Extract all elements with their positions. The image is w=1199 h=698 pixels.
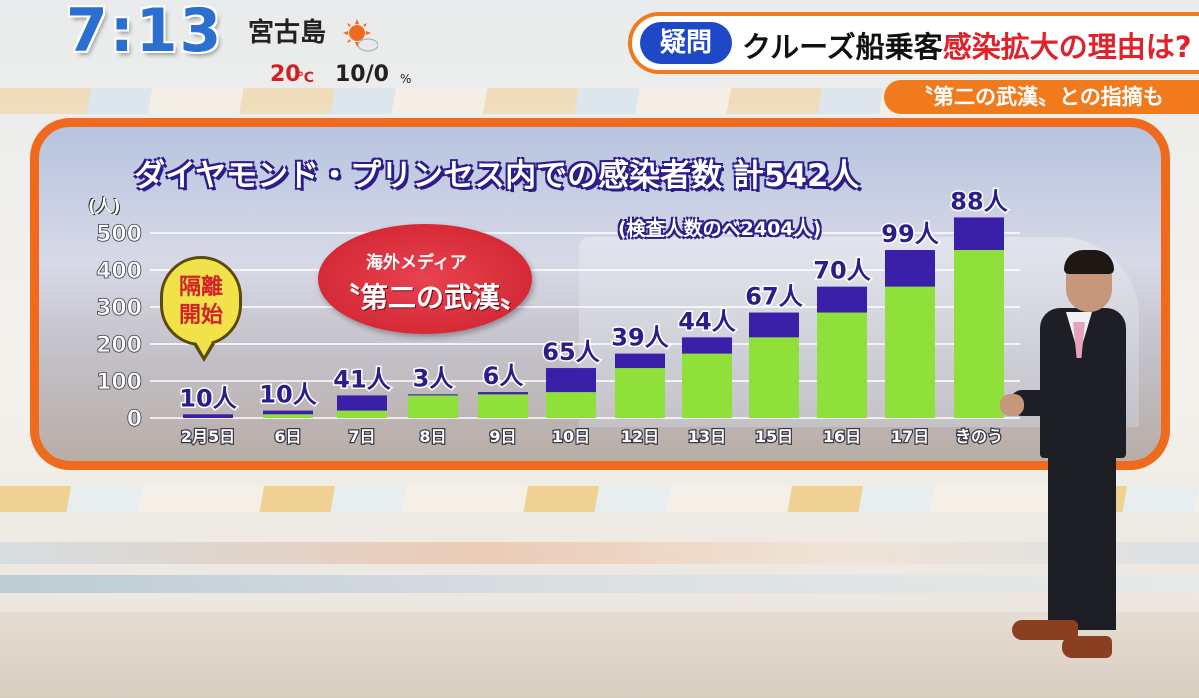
x-tick-label: 9日 bbox=[489, 427, 516, 446]
studio-floor bbox=[0, 612, 1199, 698]
x-tick-label: 7日 bbox=[348, 427, 375, 446]
bar-new-cases bbox=[954, 217, 1004, 251]
headline-banner: 疑問 クルーズ船乗客感染拡大の理由は? bbox=[628, 12, 1199, 74]
bar-cumulative bbox=[408, 395, 458, 418]
weather-place: 宮古島 bbox=[248, 18, 327, 48]
headline-text-highlight: 感染拡大の理由は? bbox=[942, 30, 1192, 64]
bar-new-cases bbox=[478, 392, 528, 395]
chart-subtitle: (検査人数のべ2404人) bbox=[618, 218, 822, 240]
bubble-text-line: 隔離 bbox=[178, 275, 223, 300]
data-label: 70人 bbox=[813, 257, 870, 285]
bar-cumulative bbox=[478, 394, 528, 418]
data-label: 65人 bbox=[542, 338, 599, 366]
x-tick-label: きのう bbox=[955, 427, 1003, 446]
bar-new-cases bbox=[263, 410, 313, 415]
headline-text: クルーズ船乗客感染拡大の理由は? bbox=[742, 24, 1192, 66]
x-tick-label: 17日 bbox=[891, 427, 929, 446]
bar-cumulative bbox=[749, 337, 799, 418]
bar-cumulative bbox=[682, 353, 732, 418]
x-tick-label: 2月5日 bbox=[181, 427, 235, 446]
bar-new-cases bbox=[749, 312, 799, 338]
bubble-text-line: 開始 bbox=[178, 303, 223, 328]
data-label: 44人 bbox=[678, 307, 735, 335]
bar-cumulative bbox=[885, 286, 935, 418]
data-label: 6人 bbox=[483, 362, 524, 390]
bar-cumulative bbox=[546, 392, 596, 418]
sun-cloud-icon bbox=[343, 19, 378, 52]
data-label: 99人 bbox=[881, 220, 938, 248]
headline-tag: 疑問 bbox=[640, 22, 732, 64]
bar-new-cases bbox=[408, 394, 458, 396]
x-tick-label: 6日 bbox=[274, 427, 301, 446]
data-label: 41人 bbox=[333, 365, 390, 393]
presenter-hair bbox=[1064, 250, 1114, 274]
data-label: 3人 bbox=[413, 364, 454, 392]
bar-cumulative bbox=[615, 368, 665, 418]
y-tick-label: 100 bbox=[96, 370, 142, 395]
presenter-hand bbox=[1000, 394, 1024, 416]
decor-stripe bbox=[0, 486, 1199, 512]
data-label: 10人 bbox=[179, 384, 236, 412]
x-tick-label: 10日 bbox=[552, 427, 590, 446]
x-tick-label: 16日 bbox=[823, 427, 861, 446]
y-tick-label: 200 bbox=[96, 333, 142, 358]
bar-new-cases bbox=[546, 368, 596, 393]
precipitation: 10/0 bbox=[335, 62, 389, 87]
presenter-legs bbox=[1048, 452, 1116, 630]
bar-new-cases bbox=[615, 353, 665, 369]
x-tick-label: 8日 bbox=[419, 427, 446, 446]
bar-new-cases bbox=[885, 250, 935, 287]
media-callout-label: 海外メディア bbox=[366, 253, 467, 273]
clock: 7:13 bbox=[66, 0, 224, 66]
media-callout-oval bbox=[318, 224, 532, 334]
data-label: 39人 bbox=[611, 324, 668, 352]
decor-stripe bbox=[0, 542, 1199, 564]
bar-new-cases bbox=[337, 395, 387, 411]
bar-cumulative bbox=[817, 312, 867, 418]
y-tick-label: 300 bbox=[96, 296, 142, 321]
chart-title: ダイヤモンド・プリンセス内での感染者数 計542人 bbox=[134, 158, 860, 194]
x-tick-label: 13日 bbox=[688, 427, 726, 446]
x-tick-label: 15日 bbox=[755, 427, 793, 446]
decor-stripe bbox=[0, 575, 1199, 593]
y-axis-label: (人) bbox=[88, 197, 121, 217]
bar-cumulative bbox=[337, 410, 387, 418]
temperature-unit: ℃ bbox=[297, 70, 314, 86]
y-tick-label: 400 bbox=[96, 259, 142, 284]
isolation-start-bubble: 隔離 開始 bbox=[160, 256, 242, 346]
bar-new-cases bbox=[183, 414, 233, 418]
y-tick-label: 500 bbox=[96, 222, 142, 247]
headline-text-main: クルーズ船乗客 bbox=[742, 30, 943, 64]
data-label: 67人 bbox=[745, 283, 802, 311]
bar-cumulative bbox=[954, 250, 1004, 418]
data-label: 10人 bbox=[259, 381, 316, 409]
bubble-tail-inner bbox=[196, 342, 212, 356]
temperature: 20 bbox=[270, 62, 301, 87]
bar-new-cases bbox=[682, 337, 732, 354]
y-tick-label: 0 bbox=[127, 407, 142, 432]
bar-new-cases bbox=[817, 286, 867, 313]
headline-subtitle: 〝第二の武漢〟との指摘も bbox=[884, 80, 1199, 114]
presenter-tie bbox=[1073, 322, 1085, 358]
media-callout-quote: 〝第二の武漢〟 bbox=[332, 281, 529, 314]
data-label: 88人 bbox=[950, 187, 1007, 215]
presenter-shoe bbox=[1012, 620, 1078, 640]
precipitation-unit: % bbox=[400, 72, 412, 86]
x-tick-label: 12日 bbox=[621, 427, 659, 446]
bar-cumulative bbox=[263, 414, 313, 418]
presenter-shoe bbox=[1062, 636, 1112, 658]
